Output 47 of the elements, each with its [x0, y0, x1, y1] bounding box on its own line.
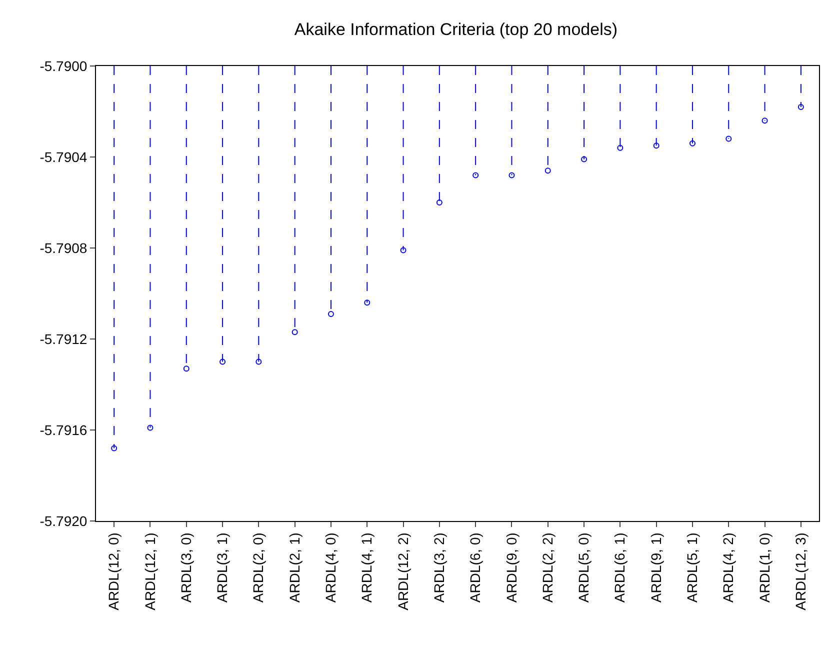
x-tick-label: ARDL(5, 1) [684, 532, 700, 603]
chart-title: Akaike Information Criteria (top 20 models) [294, 20, 618, 39]
x-tick-label: ARDL(12, 3) [792, 532, 808, 610]
x-tick-label: ARDL(3, 0) [178, 532, 194, 603]
point [147, 424, 154, 431]
point [617, 144, 624, 151]
point [726, 136, 732, 142]
x-tick-label: ARDL(2, 2) [539, 532, 556, 603]
x-tick-label: ARDL(9, 1) [648, 532, 664, 603]
point [544, 168, 551, 174]
x-tick-label: ARDL(1, 0) [756, 532, 772, 603]
point [508, 172, 515, 178]
point [256, 358, 262, 365]
y-tick-label: -5.7904 [40, 148, 88, 165]
point [364, 300, 370, 306]
point [400, 247, 406, 254]
y-tick-label: -5.7900 [40, 58, 88, 74]
point [798, 104, 804, 110]
x-tick-label: ARDL(6, 0) [467, 532, 484, 603]
point [292, 329, 298, 336]
point [111, 445, 118, 452]
x-tick-label: ARDL(4, 1) [358, 532, 375, 603]
point [472, 172, 479, 178]
x-tick-label: ARDL(12, 1) [142, 532, 158, 610]
point [762, 118, 768, 124]
point [220, 358, 226, 365]
point [328, 310, 334, 317]
x-tick-label: ARDL(2, 0) [250, 532, 266, 603]
x-tick-label: ARDL(5, 0) [576, 532, 592, 603]
y-tick-label: -5.7912 [40, 330, 88, 347]
x-tick-label: ARDL(12, 0) [106, 532, 122, 610]
x-tick-label: ARDL(4, 0) [322, 532, 339, 603]
y-tick-label: -5.7920 [40, 512, 88, 529]
point [436, 200, 442, 206]
y-tick-label: -5.7916 [40, 422, 88, 438]
x-tick-label: ARDL(9, 0) [503, 532, 520, 603]
x-tick-label: ARDL(3, 2) [430, 532, 447, 603]
x-tick-label: ARDL(4, 2) [720, 532, 736, 603]
x-tick-label: ARDL(6, 1) [612, 532, 628, 603]
x-tick-label: ARDL(12, 2) [394, 532, 411, 610]
x-tick-label: ARDL(2, 1) [286, 532, 302, 603]
point [653, 142, 660, 149]
point [689, 140, 696, 146]
point [183, 366, 190, 372]
point [581, 156, 588, 162]
y-tick-label: -5.7908 [40, 240, 88, 256]
x-tick-label: ARDL(3, 1) [214, 532, 230, 603]
